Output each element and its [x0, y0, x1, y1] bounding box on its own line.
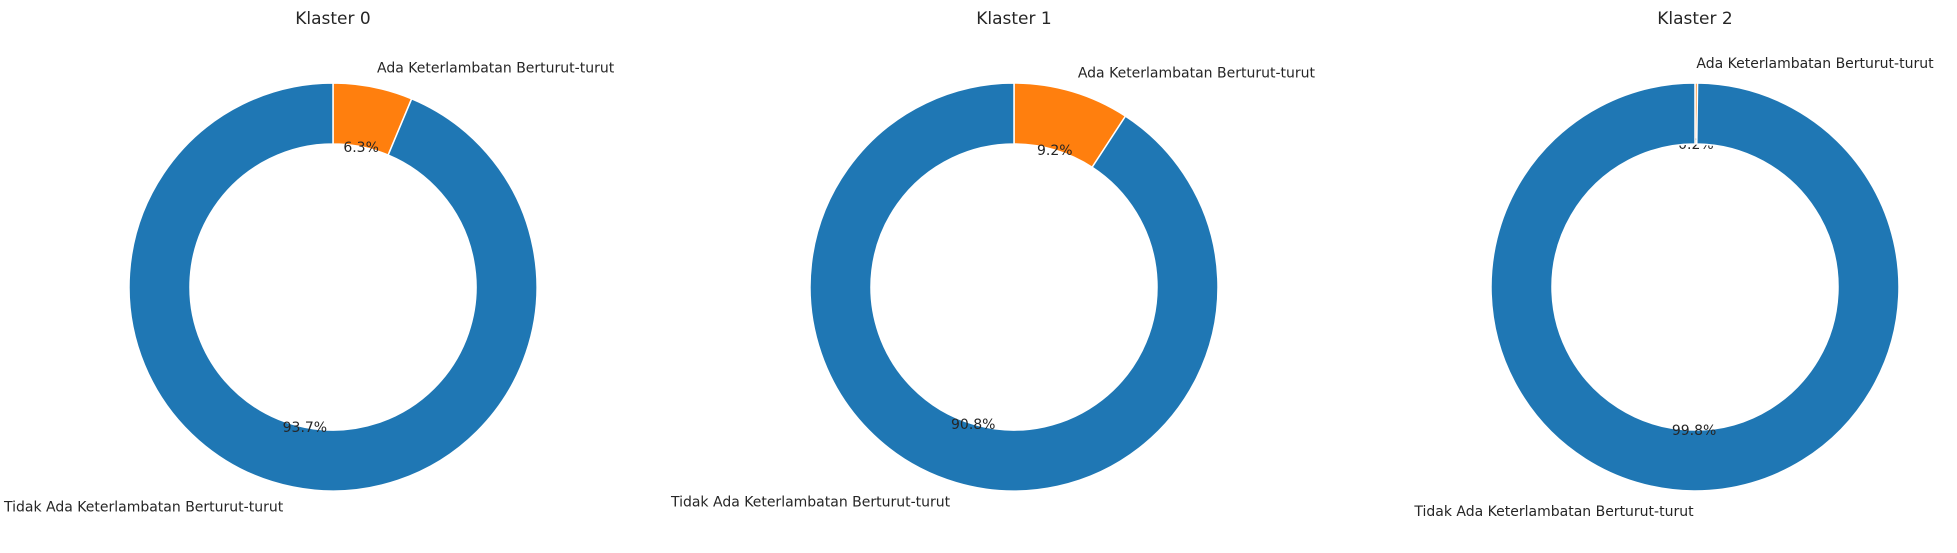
chart-panel-klaster-0: Klaster 0 6.3% Ada Keterlambatan Berturut…	[3, 9, 615, 516]
chart-title: Klaster 0	[295, 9, 370, 29]
slice-category-label: Ada Keterlambatan Berturut-turut	[1696, 56, 1934, 72]
slice-category-label: Tidak Ada Keterlambatan Berturut-turut	[3, 500, 284, 516]
chart-panel-klaster-2: Klaster 2 0.2%Ada Keterlambatan Berturut…	[1413, 9, 1934, 520]
slice-category-label: Ada Keterlambatan Berturut-turut	[377, 60, 615, 76]
slice-category-label: Tidak Ada Keterlambatan Berturut-turut	[1413, 504, 1694, 520]
slice-category-label: Ada Keterlambatan Berturut-turut	[1078, 65, 1316, 81]
donut-slice	[809, 82, 1219, 492]
percentage-label: 99.8%	[1672, 423, 1716, 439]
chart-title: Klaster 2	[1657, 9, 1732, 29]
donut-slice	[128, 82, 538, 492]
percentage-label: 6.3%	[343, 140, 379, 156]
percentage-label: 93.7%	[283, 420, 327, 436]
chart-title: Klaster 1	[976, 9, 1051, 29]
donut-slice	[1490, 82, 1900, 492]
chart-panel-klaster-1: Klaster 1 9.2% Ada Keterlambatan Berturut…	[670, 9, 1316, 511]
slice-category-label: Tidak Ada Keterlambatan Berturut-turut	[670, 495, 951, 511]
percentage-label: 90.8%	[951, 417, 995, 433]
percentage-label: 9.2%	[1037, 143, 1073, 159]
